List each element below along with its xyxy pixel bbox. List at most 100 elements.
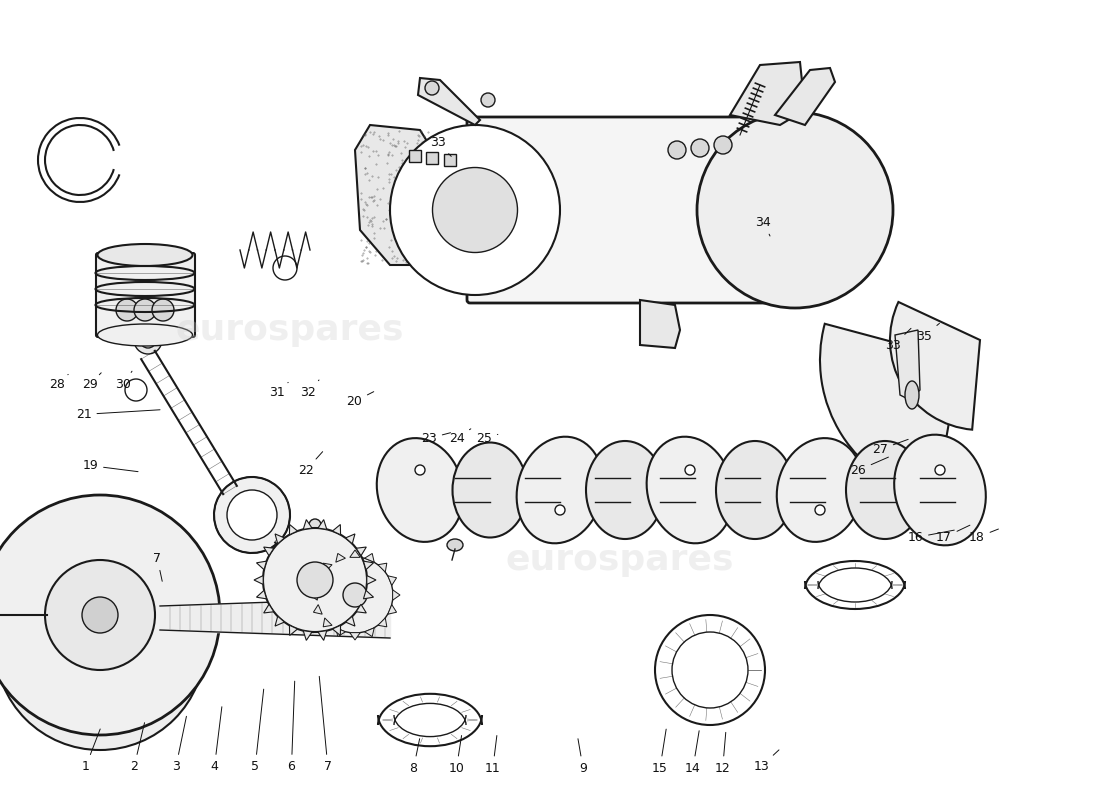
Circle shape xyxy=(815,505,825,515)
Text: 26: 26 xyxy=(850,457,889,477)
Ellipse shape xyxy=(377,438,463,542)
Polygon shape xyxy=(318,630,327,640)
Ellipse shape xyxy=(452,442,528,538)
Circle shape xyxy=(0,540,205,750)
Polygon shape xyxy=(264,604,274,613)
Text: 23: 23 xyxy=(421,432,451,445)
Text: 35: 35 xyxy=(916,323,939,342)
Text: 15: 15 xyxy=(652,729,668,774)
Circle shape xyxy=(935,465,945,475)
Polygon shape xyxy=(345,534,355,544)
FancyBboxPatch shape xyxy=(468,117,773,303)
Text: 13: 13 xyxy=(754,750,779,773)
Polygon shape xyxy=(355,125,470,265)
Circle shape xyxy=(227,490,277,540)
Circle shape xyxy=(390,125,560,295)
Text: 22: 22 xyxy=(298,452,322,477)
Polygon shape xyxy=(275,534,285,544)
Circle shape xyxy=(214,477,290,553)
Text: 12: 12 xyxy=(715,732,730,774)
Polygon shape xyxy=(356,604,366,613)
Text: 14: 14 xyxy=(685,730,701,774)
Ellipse shape xyxy=(647,437,734,543)
Polygon shape xyxy=(304,630,312,640)
Circle shape xyxy=(556,505,565,515)
Ellipse shape xyxy=(905,381,918,409)
Polygon shape xyxy=(314,605,322,614)
Polygon shape xyxy=(256,561,266,570)
Polygon shape xyxy=(289,525,297,534)
Ellipse shape xyxy=(716,441,794,539)
Text: 8: 8 xyxy=(409,738,419,774)
Polygon shape xyxy=(640,300,680,348)
Circle shape xyxy=(263,528,367,632)
Text: 34: 34 xyxy=(756,216,771,236)
Text: 17: 17 xyxy=(936,525,970,544)
Polygon shape xyxy=(345,616,355,626)
Polygon shape xyxy=(332,626,341,635)
Circle shape xyxy=(317,557,393,633)
Circle shape xyxy=(432,167,517,253)
Text: 9: 9 xyxy=(578,738,587,774)
Text: 7: 7 xyxy=(153,552,162,582)
Polygon shape xyxy=(356,547,366,556)
Ellipse shape xyxy=(586,441,664,539)
Ellipse shape xyxy=(894,434,986,546)
Circle shape xyxy=(415,465,425,475)
Text: 29: 29 xyxy=(82,373,101,390)
Circle shape xyxy=(116,299,138,321)
Polygon shape xyxy=(363,561,374,570)
Text: 25: 25 xyxy=(476,432,498,445)
Ellipse shape xyxy=(447,539,463,551)
Polygon shape xyxy=(363,590,374,599)
FancyBboxPatch shape xyxy=(426,152,438,164)
Circle shape xyxy=(714,136,732,154)
Polygon shape xyxy=(378,618,387,627)
FancyBboxPatch shape xyxy=(409,150,421,162)
Ellipse shape xyxy=(777,438,864,542)
Text: 7: 7 xyxy=(319,676,332,773)
Polygon shape xyxy=(895,330,920,400)
Polygon shape xyxy=(393,590,400,600)
Circle shape xyxy=(425,81,439,95)
Polygon shape xyxy=(350,633,360,640)
Text: 32: 32 xyxy=(300,380,319,398)
Polygon shape xyxy=(336,628,345,637)
Circle shape xyxy=(481,93,495,107)
FancyBboxPatch shape xyxy=(444,154,456,166)
Text: 21: 21 xyxy=(76,408,160,421)
Circle shape xyxy=(0,495,220,735)
Ellipse shape xyxy=(517,437,604,543)
Polygon shape xyxy=(378,563,387,572)
Circle shape xyxy=(45,560,155,670)
Polygon shape xyxy=(318,520,327,530)
Text: 11: 11 xyxy=(485,735,501,774)
Ellipse shape xyxy=(98,324,192,346)
Text: 24: 24 xyxy=(449,429,471,445)
Circle shape xyxy=(297,562,333,598)
Circle shape xyxy=(140,332,156,348)
Circle shape xyxy=(697,112,893,308)
Polygon shape xyxy=(304,520,312,530)
Circle shape xyxy=(691,139,710,157)
Text: 19: 19 xyxy=(82,459,138,472)
Ellipse shape xyxy=(846,441,924,539)
Polygon shape xyxy=(418,78,480,125)
Wedge shape xyxy=(890,302,980,430)
Text: 33: 33 xyxy=(430,136,451,157)
Polygon shape xyxy=(289,626,297,635)
Text: 6: 6 xyxy=(287,681,296,773)
Polygon shape xyxy=(275,616,285,626)
Circle shape xyxy=(152,299,174,321)
Text: 27: 27 xyxy=(872,439,909,456)
Ellipse shape xyxy=(98,244,192,266)
Circle shape xyxy=(324,539,336,551)
Polygon shape xyxy=(364,554,374,562)
Circle shape xyxy=(343,583,367,607)
Text: 1: 1 xyxy=(81,729,100,773)
Polygon shape xyxy=(388,605,397,614)
Text: 33: 33 xyxy=(886,328,911,352)
Circle shape xyxy=(668,141,686,159)
Polygon shape xyxy=(364,628,374,637)
Circle shape xyxy=(685,465,695,475)
